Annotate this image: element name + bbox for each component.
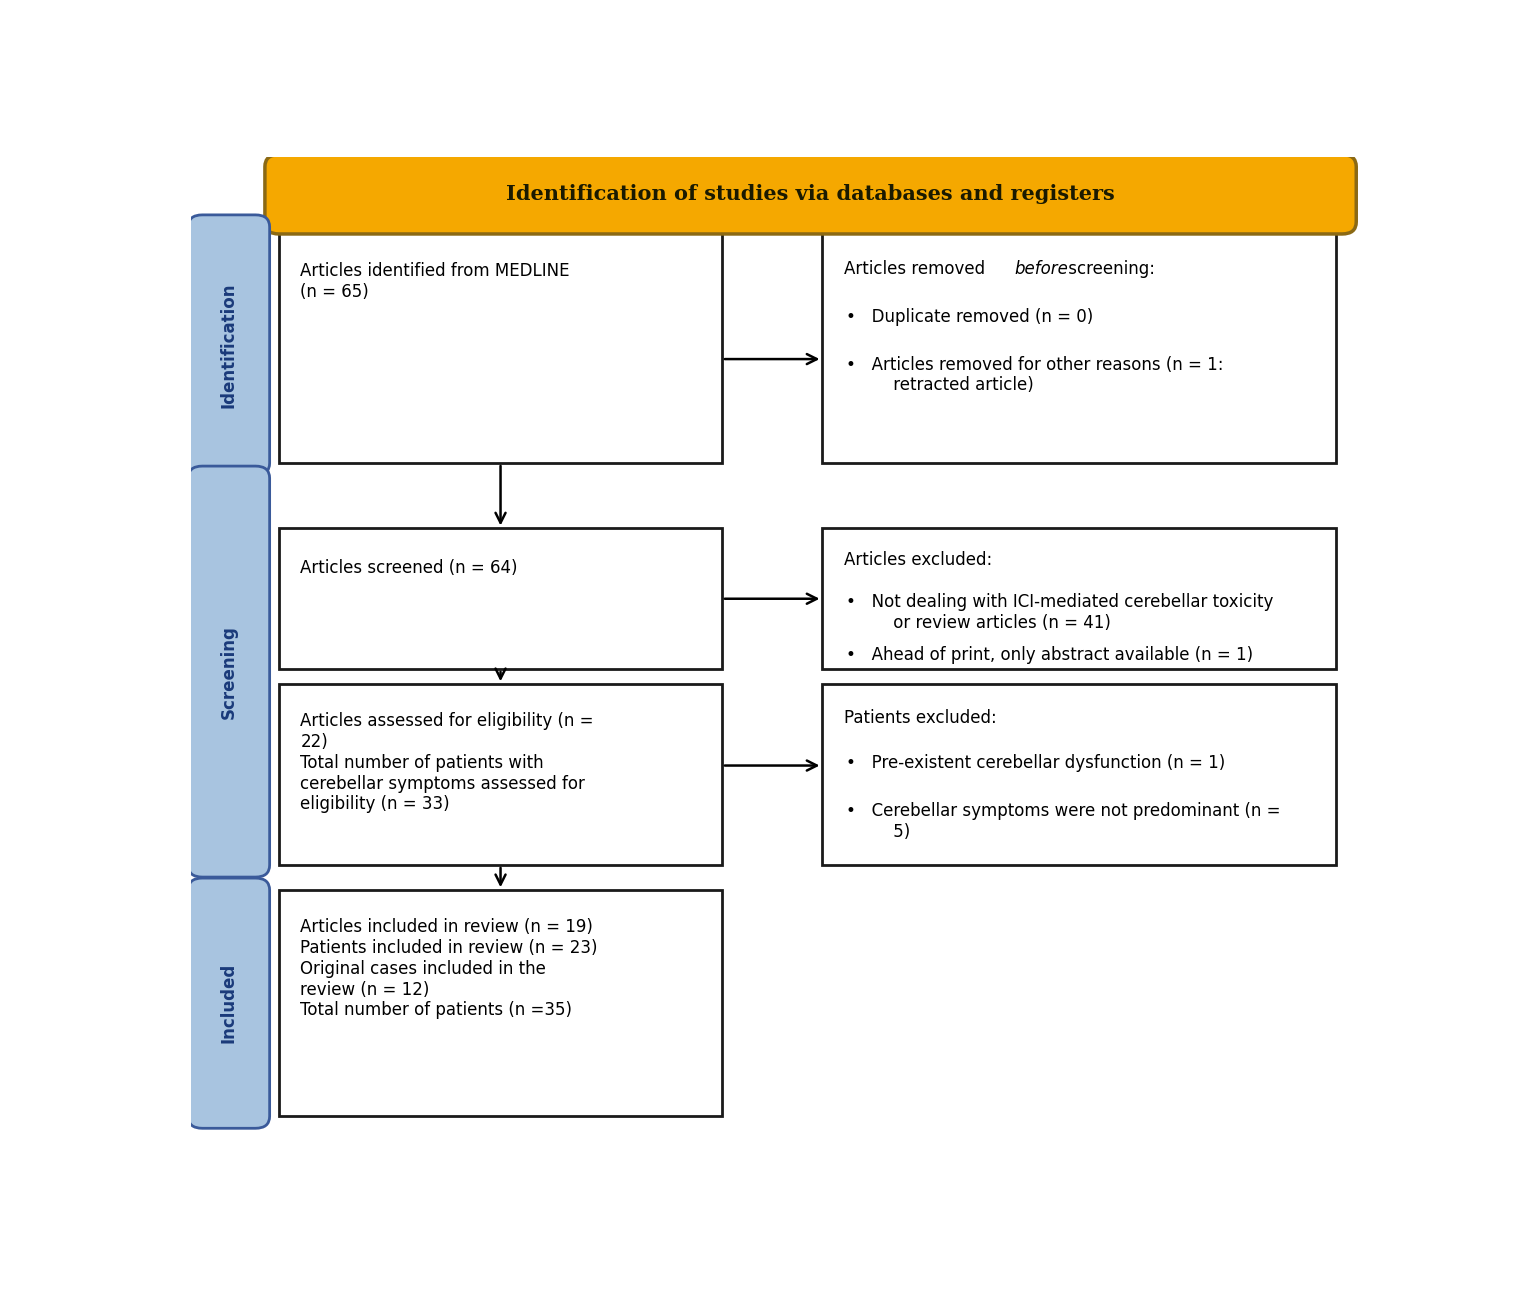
Text: •   Duplicate removed (n = 0): • Duplicate removed (n = 0)	[846, 308, 1093, 326]
Text: Articles identified from MEDLINE
(n = 65): Articles identified from MEDLINE (n = 65…	[300, 262, 570, 301]
FancyBboxPatch shape	[823, 529, 1337, 669]
Text: Identification of studies via databases and registers: Identification of studies via databases …	[506, 184, 1116, 205]
Text: Included: Included	[219, 963, 238, 1043]
FancyBboxPatch shape	[187, 466, 270, 877]
Text: Articles excluded:: Articles excluded:	[844, 551, 992, 569]
Text: •   Cerebellar symptoms were not predominant (n =
         5): • Cerebellar symptoms were not predomina…	[846, 801, 1280, 840]
Text: screening:: screening:	[1062, 260, 1155, 278]
Text: Patients excluded:: Patients excluded:	[844, 710, 997, 727]
FancyBboxPatch shape	[187, 878, 270, 1129]
FancyBboxPatch shape	[279, 232, 722, 463]
Text: Articles included in review (n = 19)
Patients included in review (n = 23)
Origin: Articles included in review (n = 19) Pat…	[300, 919, 597, 1019]
Text: before: before	[1015, 260, 1068, 278]
Text: Articles removed: Articles removed	[844, 260, 991, 278]
FancyBboxPatch shape	[279, 684, 722, 865]
Text: •   Ahead of print, only abstract available (n = 1): • Ahead of print, only abstract availabl…	[846, 646, 1253, 664]
FancyBboxPatch shape	[187, 215, 270, 475]
FancyBboxPatch shape	[279, 890, 722, 1116]
Text: •   Articles removed for other reasons (n = 1:
         retracted article): • Articles removed for other reasons (n …	[846, 355, 1224, 394]
Text: Screening: Screening	[219, 625, 238, 719]
Text: Articles assessed for eligibility (n =
22)
Total number of patients with
cerebel: Articles assessed for eligibility (n = 2…	[300, 713, 594, 813]
FancyBboxPatch shape	[823, 232, 1337, 463]
Text: Identification: Identification	[219, 282, 238, 407]
FancyBboxPatch shape	[265, 154, 1356, 234]
FancyBboxPatch shape	[823, 684, 1337, 865]
Text: Articles screened (n = 64): Articles screened (n = 64)	[300, 559, 518, 577]
FancyBboxPatch shape	[279, 529, 722, 669]
Text: •   Not dealing with ICI-mediated cerebellar toxicity
         or review article: • Not dealing with ICI-mediated cerebell…	[846, 592, 1274, 632]
Text: •   Pre-existent cerebellar dysfunction (n = 1): • Pre-existent cerebellar dysfunction (n…	[846, 754, 1225, 773]
